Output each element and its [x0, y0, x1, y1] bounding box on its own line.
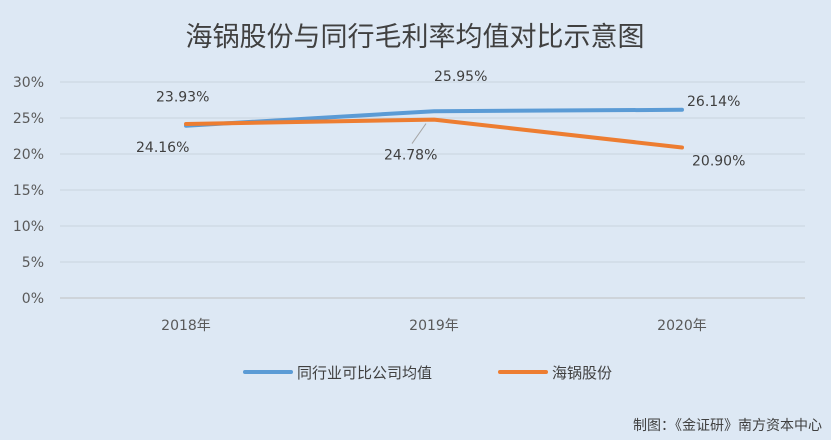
x-tick-label: 2018年	[161, 318, 211, 334]
y-axis: 0% 5% 10% 15% 20% 25% 30%	[13, 75, 44, 307]
gridlines	[60, 81, 805, 299]
data-label: 25.95%	[434, 69, 487, 85]
y-tick-label: 30%	[13, 75, 44, 91]
y-tick-label: 20%	[13, 147, 44, 163]
y-tick-label: 10%	[13, 219, 44, 235]
data-label: 24.16%	[136, 140, 189, 156]
legend-label: 海锅股份	[552, 364, 612, 382]
legend-label: 同行业可比公司均值	[297, 364, 432, 382]
x-tick-label: 2019年	[409, 318, 459, 334]
y-tick-label: 5%	[22, 255, 44, 271]
series-line-1	[184, 117, 684, 150]
data-label: 26.14%	[687, 94, 740, 110]
x-tick-label: 2020年	[657, 318, 707, 334]
data-labels: 23.93% 25.95% 26.14% 24.16% 24.78% 20.90%	[136, 69, 745, 169]
data-label: 20.90%	[692, 154, 745, 170]
series-lines	[184, 107, 684, 150]
y-tick-label: 15%	[13, 183, 44, 199]
label-leader-line	[411, 123, 427, 144]
x-axis: 2018年 2019年 2020年	[161, 318, 707, 334]
legend: 同行业可比公司均值 海锅股份	[243, 364, 612, 382]
y-tick-label: 0%	[22, 291, 44, 307]
y-tick-label: 25%	[13, 111, 44, 127]
data-label: 23.93%	[156, 90, 209, 106]
source-credit: 制图：《金证研》南方资本中心	[633, 418, 822, 434]
data-label: 24.78%	[384, 148, 437, 164]
chart-title: 海锅股份与同行毛利率均值对比示意图	[186, 22, 645, 53]
